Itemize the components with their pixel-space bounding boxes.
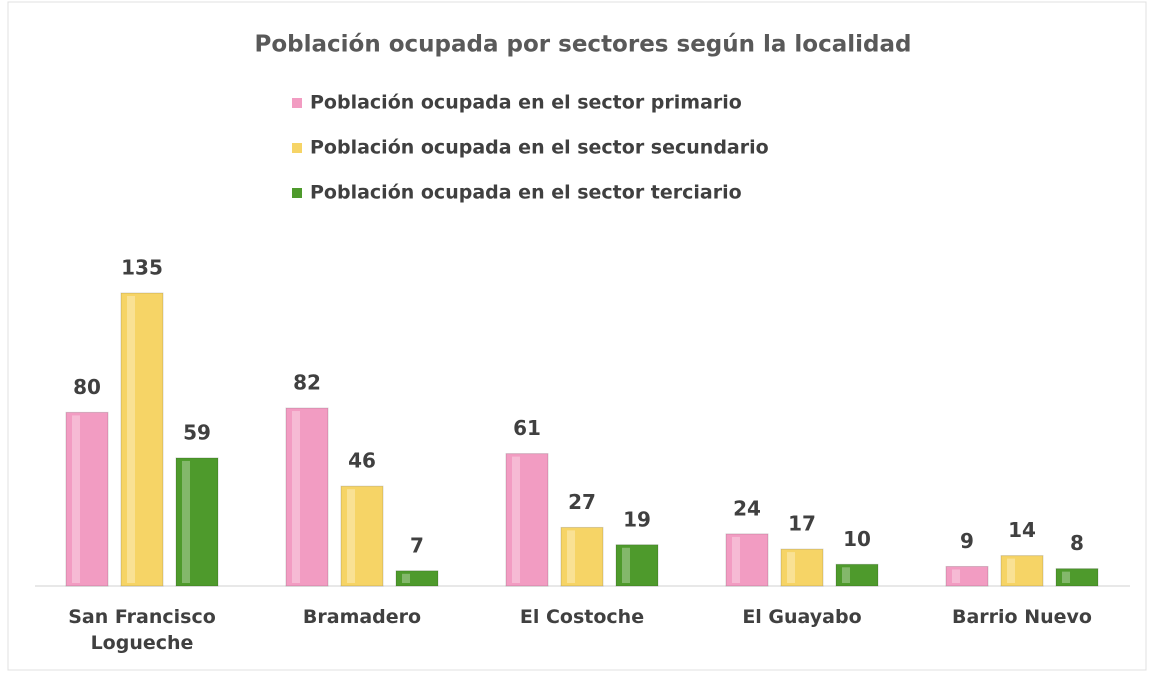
bar (1055, 568, 1099, 587)
bar-highlight (402, 573, 410, 583)
legend-swatch (292, 98, 302, 108)
data-label: 80 (73, 375, 101, 399)
x-tick-label: El Costoche (519, 606, 645, 628)
bar (945, 565, 989, 587)
data-label: 61 (513, 416, 541, 440)
bar-highlight (127, 296, 135, 583)
legend-swatch (292, 143, 302, 153)
data-label: 10 (843, 527, 871, 551)
bar (780, 548, 824, 587)
legend-label: Población ocupada en el sector terciario (310, 182, 742, 204)
legend-label: Población ocupada en el sector primario (310, 92, 742, 114)
bar-highlight (1007, 558, 1015, 583)
x-tick-label: Bramadero (302, 606, 422, 628)
bar (725, 533, 769, 587)
bar (1000, 555, 1044, 587)
data-label: 59 (183, 420, 211, 444)
data-label: 7 (410, 533, 424, 557)
bar-highlight (842, 567, 850, 583)
x-tick-label: Barrio Nuevo (952, 606, 1092, 628)
bar-highlight (952, 569, 960, 583)
bar-highlight (512, 456, 520, 583)
data-label: 135 (121, 256, 163, 280)
data-label: 14 (1008, 518, 1036, 542)
bar (835, 563, 879, 587)
bar-highlight (292, 411, 300, 583)
data-label: 17 (788, 512, 816, 536)
bar-highlight (182, 460, 190, 583)
data-label: 27 (568, 490, 596, 514)
chart-title: Población ocupada por sectores según la … (255, 32, 912, 58)
bar-highlight (622, 547, 630, 583)
bar (560, 526, 604, 587)
bar (175, 457, 219, 587)
bar-highlight (732, 536, 740, 583)
bar-highlight (72, 415, 80, 583)
bar (65, 411, 109, 587)
legend-swatch (292, 188, 302, 198)
x-tick-label: San Francisco Logueche (68, 606, 216, 654)
bar (505, 453, 549, 587)
bar-highlight (347, 489, 355, 583)
bar (395, 570, 439, 587)
bar (285, 407, 329, 587)
chart-border (7, 1, 1147, 671)
bar-highlight (1062, 571, 1070, 583)
data-label: 8 (1070, 531, 1084, 555)
x-tick-label: El Guayabo (742, 606, 862, 628)
data-label: 24 (733, 496, 761, 520)
bar-highlight (787, 552, 795, 583)
data-label: 82 (293, 371, 321, 395)
data-label: 19 (623, 507, 651, 531)
data-label: 46 (348, 449, 376, 473)
bar (120, 292, 164, 587)
bar (340, 485, 384, 587)
data-label: 9 (960, 529, 974, 553)
legend-label: Población ocupada en el sector secundari… (310, 137, 769, 159)
bar (615, 544, 659, 587)
bar-highlight (567, 530, 575, 583)
